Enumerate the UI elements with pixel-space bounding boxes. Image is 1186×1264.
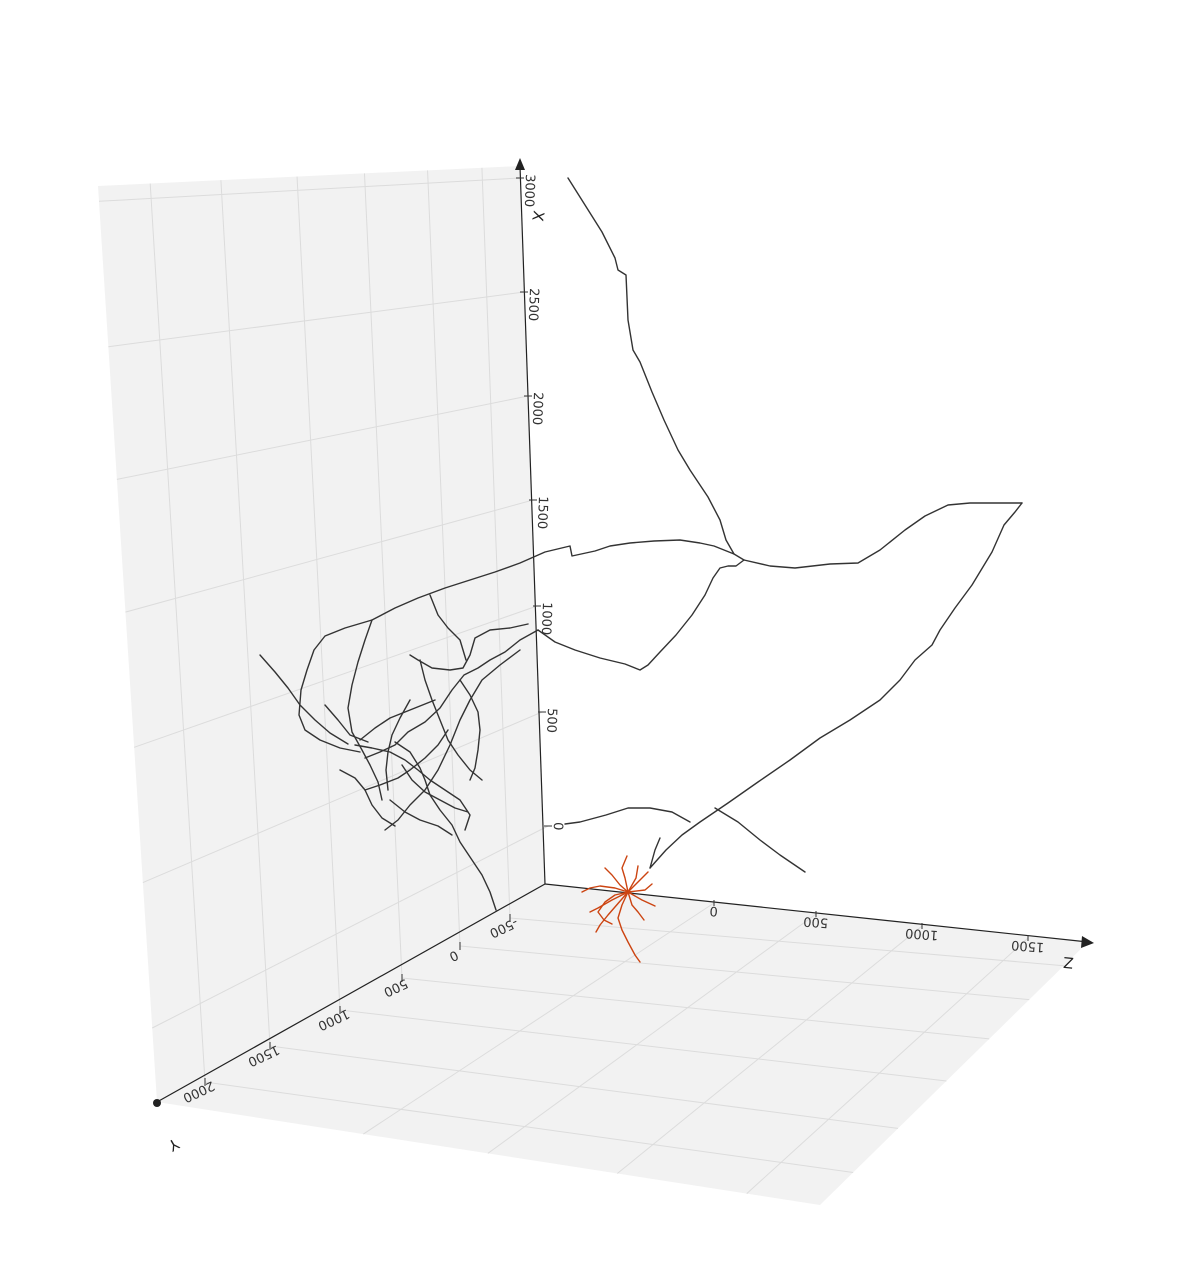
wall-gridline: [363, 173, 403, 979]
neurite-branch: [324, 704, 369, 743]
z-tick-label: 1000: [905, 925, 939, 942]
x-tick-label: 1000: [538, 602, 554, 636]
neurite-branch: [394, 741, 497, 911]
neurite-branch: [743, 502, 1023, 569]
x-axis-title: X: [528, 209, 548, 222]
z-axis-title: Z: [1062, 953, 1074, 972]
neurite-branch: [347, 619, 383, 801]
neurite-branch: [409, 623, 529, 671]
neurite-branch: [354, 744, 471, 831]
neurite-branch: [589, 891, 629, 913]
z-tick-label: 0: [709, 903, 718, 919]
y-axis-line: [156, 883, 546, 1103]
wall-gridline: [427, 170, 461, 947]
floor-gridline: [746, 937, 1029, 1194]
wall-gridline: [152, 825, 549, 1029]
neurite-branch: [401, 764, 469, 813]
neurite-branch: [259, 654, 349, 745]
neurite-branch: [617, 891, 641, 963]
floor-gridline: [401, 977, 990, 1040]
neurite-branch: [298, 539, 735, 753]
floor-gridline: [459, 945, 1030, 1001]
neurite-branch: [459, 679, 481, 781]
neurite-branch: [621, 855, 629, 893]
x-tick-label: 500: [543, 708, 559, 733]
neurite-branch: [627, 883, 653, 893]
x-tick-label: 2000: [529, 392, 545, 426]
neurite-branch: [567, 177, 745, 561]
neurite-branch: [649, 837, 661, 869]
wall-gridline: [108, 291, 525, 348]
x-tick-label: 2500: [525, 288, 541, 322]
neurite-branch: [564, 807, 691, 825]
wall-gridline: [98, 177, 521, 202]
z-axis-arrow: [1081, 936, 1094, 948]
floor-gridline: [487, 913, 817, 1154]
wall-gridline: [149, 183, 206, 1083]
floor-gridline: [339, 1009, 947, 1082]
neurite-branch: [339, 769, 396, 827]
wall-gridline: [142, 711, 543, 884]
wall-gridline: [296, 176, 341, 1011]
floor-grid: [204, 902, 1064, 1194]
wall-gridline: [116, 395, 529, 480]
back-wall-pane: [98, 166, 545, 1102]
neurite-branch: [419, 659, 483, 781]
neurite-branch: [581, 885, 629, 893]
neurite-branch: [627, 865, 639, 893]
x-axis-arrow: [515, 158, 525, 170]
y-axis-end-dot: [153, 1099, 161, 1107]
x-tick-label: 0: [550, 822, 565, 831]
neurite-branch: [364, 729, 449, 791]
neurite-branch: [537, 559, 745, 671]
neurite-branch: [364, 629, 539, 759]
y-axis-title: Y: [164, 1134, 183, 1155]
neurite-branch: [384, 649, 521, 831]
back-wall-grid: [98, 167, 549, 1083]
wall-gridline: [220, 180, 271, 1047]
x-tick-label: 3000: [521, 174, 537, 208]
wall-gridline: [125, 499, 534, 613]
floor-gridline: [363, 902, 715, 1135]
neurite-branch: [627, 871, 649, 893]
neuron-trace-orange: [581, 855, 656, 963]
neurite-branch: [604, 867, 629, 893]
x-axis-line: [519, 165, 546, 885]
floor-pane: [157, 884, 1088, 1205]
neurite-branch: [714, 807, 806, 873]
x-tick-label: 1500: [534, 496, 550, 530]
neurite-branch: [385, 699, 411, 791]
wall-gridline: [481, 167, 511, 919]
neuron-trace-dark: [259, 177, 1023, 911]
neurite-branch: [359, 699, 436, 741]
floor-gridline: [616, 925, 923, 1174]
floor-gridline: [204, 1081, 854, 1173]
z-tick-label: 1500: [1011, 937, 1045, 954]
floor-gridline: [509, 917, 1064, 967]
neurite-branch: [627, 891, 656, 907]
floor-gridline: [269, 1045, 899, 1129]
neurite-branch: [389, 799, 453, 836]
neurite-branch: [597, 891, 629, 925]
wall-gridline: [133, 605, 538, 748]
z-tick-label: 500: [803, 913, 829, 930]
neurite-branch: [429, 594, 467, 661]
neurite-branch: [649, 502, 1023, 869]
neurite-branch: [627, 891, 645, 921]
